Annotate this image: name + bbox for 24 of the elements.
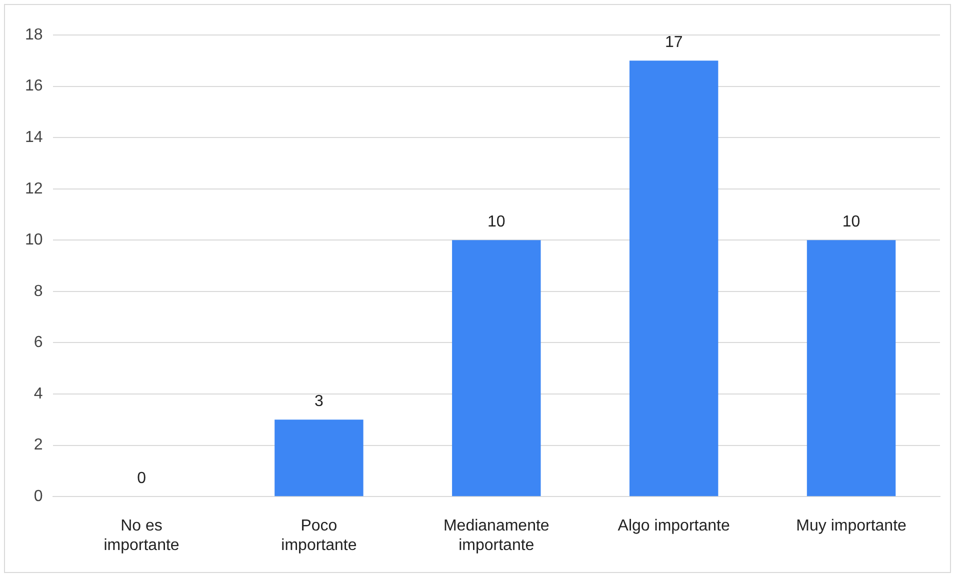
y-tick-label: 4 (34, 385, 43, 402)
data-label: 10 (842, 214, 860, 231)
data-label: 10 (488, 214, 506, 231)
x-tick-label: Algo importante (618, 518, 730, 535)
bar (274, 420, 364, 496)
y-tick-label: 12 (25, 180, 43, 198)
y-tick-label: 18 (25, 26, 43, 44)
y-tick-label: 2 (34, 436, 43, 454)
data-label: 17 (664, 34, 683, 52)
bar (629, 60, 718, 496)
y-tick-label: 6 (34, 334, 43, 352)
x-tick-label: Medianamente importante (443, 518, 550, 554)
x-tick-label: No es importante (104, 518, 180, 554)
bar (806, 240, 896, 496)
y-tick-label: 16 (25, 78, 43, 95)
data-label: 0 (137, 470, 146, 488)
y-tick-label: 14 (25, 128, 43, 146)
y-tick-label: 8 (34, 282, 43, 300)
x-tick-label: Muy importante (796, 518, 907, 535)
x-tick-label: Poco importante (281, 518, 357, 554)
y-tick-label: 0 (34, 488, 43, 506)
y-tick-label: 10 (25, 232, 43, 249)
data-label: 3 (314, 393, 324, 410)
bar (452, 240, 541, 496)
